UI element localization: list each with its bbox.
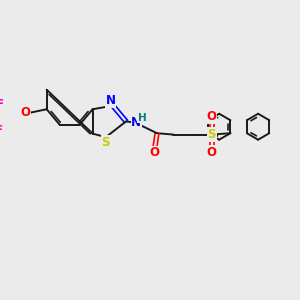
Text: O: O <box>150 146 160 159</box>
Text: H: H <box>138 113 147 123</box>
Text: O: O <box>207 110 217 123</box>
Text: S: S <box>102 136 110 148</box>
Text: F: F <box>0 124 3 137</box>
Text: O: O <box>207 146 217 159</box>
Text: F: F <box>0 98 4 111</box>
Text: N: N <box>106 94 116 107</box>
Text: N: N <box>131 116 141 129</box>
Text: O: O <box>21 106 31 119</box>
Text: S: S <box>208 128 216 141</box>
